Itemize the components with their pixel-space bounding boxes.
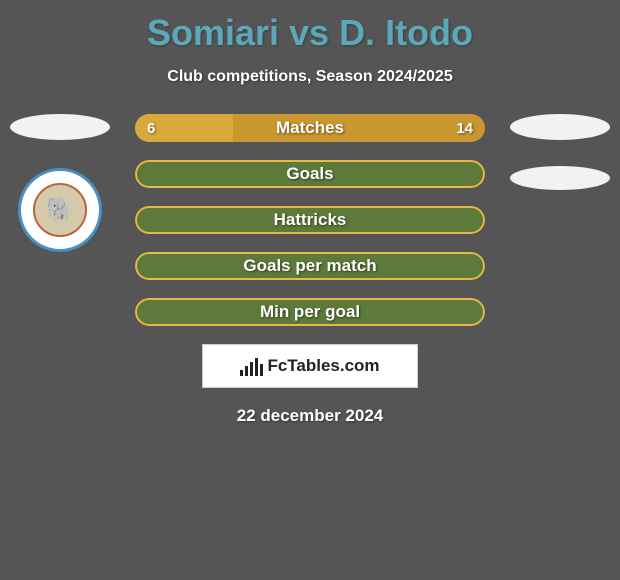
page-title: Somiari vs D. Itodo [0,0,620,54]
club-right-placeholder [510,166,610,190]
brand-box: FcTables.com [202,344,418,388]
player-left-placeholder [10,114,110,140]
bar-value-left: 6 [135,114,167,142]
bar-value-right: 14 [444,114,485,142]
brand-text: FcTables.com [267,356,379,376]
stat-row-min-per-goal: Min per goal [135,298,485,326]
stat-row-goals-per-match: Goals per match [135,252,485,280]
stat-row-hattricks: Hattricks [135,206,485,234]
comparison-area: 🐘 Matches6 14 Goals Hattricks Goals per matc… [0,114,620,326]
elephant-icon: 🐘 [45,198,75,222]
stat-bars: Matches6 14 Goals Hattricks Goals per match M… [135,114,485,326]
bar-label: Goals per match [135,252,485,280]
club-badge-inner: 🐘 [33,183,87,237]
bar-label: Goals [135,160,485,188]
stat-row-goals: Goals [135,160,485,188]
page-subtitle: Club competitions, Season 2024/2025 [0,68,620,86]
bar-label: Matches [135,114,485,142]
bar-label: Min per goal [135,298,485,326]
stat-row-matches: Matches6 14 [135,114,485,142]
player-right-placeholder [510,114,610,140]
club-left-badge: 🐘 [18,168,102,252]
bar-label: Hattricks [135,206,485,234]
chart-icon [240,356,263,376]
date-text: 22 december 2024 [0,406,620,426]
